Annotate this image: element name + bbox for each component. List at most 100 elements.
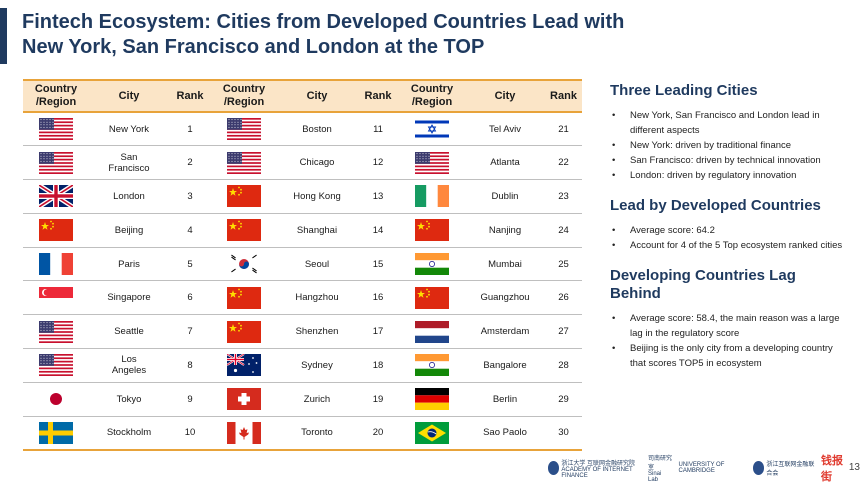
rank-cell: 28 [545,348,582,383]
rank-cell: 24 [545,213,582,248]
summary-section: Lead by Developed Countries Average score… [610,197,850,253]
city-cell: Toronto [277,416,357,451]
page-title: Fintech Ecosystem: Cities from Developed… [22,10,722,60]
zif-association-logo: 浙江互联网金融联合会 [752,459,815,477]
city-cell: Mumbai [465,247,545,282]
table-row: London 3 Hong Kong 13 Dublin 23 [23,179,582,214]
city-cell: Los Angeles [89,348,169,383]
city-cell: New York [89,112,169,147]
city-cell: Hong Kong [277,179,357,214]
rank-cell: 12 [357,145,399,181]
summary-section: Three Leading Cities New York, San Franci… [610,82,850,183]
rank-cell: 15 [357,247,399,282]
rank-cell: 1 [169,112,211,147]
city-cell: London [89,179,169,214]
germany-flag [415,388,449,411]
city-cell: Sydney [277,348,357,383]
flag-cell [23,382,89,417]
flag-cell [23,416,89,451]
flag-cell [399,145,465,181]
bullet-item: Average score: 64.2 [610,223,850,238]
bullet-list: New York, San Francisco and London lead … [610,108,850,183]
flag-cell [211,348,277,383]
us-flag [39,118,73,141]
flag-cell [211,179,277,214]
bullet-item: Beijing is the only city from a developi… [610,341,850,371]
flag-cell [211,112,277,147]
page-number: 13 [848,462,860,473]
rank-cell: 8 [169,348,211,383]
bullet-list: Average score: 58.4, the main reason was… [610,311,850,371]
bullet-list: Average score: 64.2Account for 4 of the … [610,223,850,253]
australia-flag [227,354,261,377]
logo4-text: 浙江互联网金融联合会 [766,462,815,477]
brazil-flag [415,421,449,444]
header-city: City [465,79,545,113]
city-cell: San Francisco [89,145,169,181]
india-flag [415,354,449,377]
rank-cell: 4 [169,213,211,248]
summary-section: Developing Countries Lag Behind Average s… [610,267,850,371]
rank-cell: 21 [545,112,582,147]
rank-cell: 27 [545,314,582,350]
netherlands-flag [415,320,449,343]
city-cell: Shanghai [277,213,357,248]
header-country-region: Country/Region [211,79,277,113]
header-rank: Rank [169,79,211,113]
table-row: San Francisco 2 Chicago 12 Atlanta 22 [23,145,582,181]
uk-flag [39,185,73,208]
bullet-item: New York: driven by traditional finance [610,138,850,153]
table-row: Singapore 6 Hangzhou 16 Guangzhou 26 [23,280,582,316]
sweden-flag [39,421,73,444]
flag-cell [23,348,89,383]
city-cell: Bangalore [465,348,545,383]
china-flag [227,185,261,208]
china-flag [415,286,449,309]
rank-cell: 26 [545,280,582,316]
rank-cell: 14 [357,213,399,248]
rank-cell: 6 [169,280,211,316]
city-cell: Chicago [277,145,357,181]
flag-cell [23,112,89,147]
city-cell: Singapore [89,280,169,316]
city-cell: Stockholm [89,416,169,451]
rank-cell: 7 [169,314,211,350]
city-cell: Tel Aviv [465,112,545,147]
us-flag [39,354,73,377]
city-cell: Nanjing [465,213,545,248]
rank-cell: 23 [545,179,582,214]
ireland-flag [415,185,449,208]
cambridge-logo: UNIVERSITY OF CAMBRIDGE [678,462,747,474]
logo5-text: 钱报街 [821,455,844,483]
table-row: New York 1 Boston 11 Tel Aviv 21 [23,112,582,147]
bullet-item: Average score: 58.4, the main reason was… [610,311,850,341]
rankings-table: Country/Region City Rank Country/Region City… [23,79,582,451]
summary-panel: Three Leading Cities New York, San Franci… [610,82,850,371]
flag-cell [211,247,277,282]
flag-cell [399,112,465,147]
us-flag [227,151,261,174]
city-cell: Beijing [89,213,169,248]
bullet-item: Account for 4 of the 5 Top ecosystem ran… [610,238,850,253]
header-rank: Rank [357,79,399,113]
logo2-subtext: Sinai Lab [647,471,662,483]
title-accent-bar [0,8,7,64]
header-rank: Rank [545,79,582,113]
flag-cell [211,145,277,181]
logo3-text: UNIVERSITY OF CAMBRIDGE [678,462,725,474]
flag-cell [211,280,277,316]
canada-flag [227,421,261,444]
rank-cell: 11 [357,112,399,147]
rank-cell: 20 [357,416,399,451]
flag-cell [399,416,465,451]
flag-cell [23,280,89,316]
city-cell: Sao Paolo [465,416,545,451]
city-cell: Zurich [277,382,357,417]
japan-flag [39,388,73,411]
qianbaojie-logo: 钱报街 [821,452,848,484]
city-cell: Berlin [465,382,545,417]
us-flag [227,118,261,141]
flag-cell [399,179,465,214]
flag-cell [23,145,89,181]
rank-cell: 2 [169,145,211,181]
